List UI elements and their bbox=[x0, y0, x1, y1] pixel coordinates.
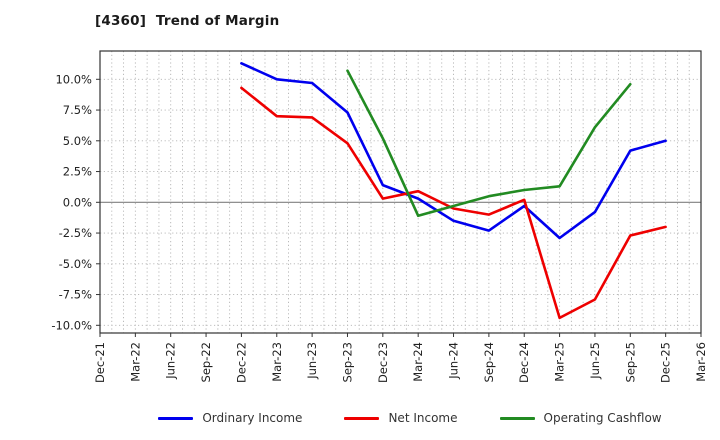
y-tick-label: -10.0% bbox=[51, 318, 92, 332]
legend-swatch-net-income bbox=[344, 416, 380, 420]
x-tick-label: Mar-22 bbox=[128, 342, 142, 382]
legend-swatch-ordinary-income bbox=[158, 416, 194, 420]
x-tick-label: Mar-26 bbox=[694, 342, 708, 382]
y-tick-label: -7.5% bbox=[59, 288, 92, 302]
legend: Ordinary Income Net Income Operating Cas… bbox=[110, 403, 710, 433]
x-tick-label: Sep-23 bbox=[340, 342, 354, 382]
x-tick-label: Sep-25 bbox=[623, 342, 637, 382]
series-line-net-income bbox=[240, 86, 667, 320]
legend-label-net-income: Net Income bbox=[388, 411, 458, 425]
y-tick-label: 2.5% bbox=[63, 165, 92, 179]
legend-label-operating-cashflow: Operating Cashflow bbox=[543, 411, 662, 425]
x-tick-label: Dec-21 bbox=[93, 342, 107, 383]
y-tick-label: 0.0% bbox=[63, 195, 92, 209]
legend-label-ordinary-income: Ordinary Income bbox=[202, 411, 303, 425]
x-tick-label: Mar-24 bbox=[411, 342, 425, 382]
x-tick-label: Dec-22 bbox=[234, 342, 248, 383]
x-tick-label: Dec-24 bbox=[517, 342, 531, 383]
y-tick-label: -2.5% bbox=[59, 226, 92, 240]
plot-border bbox=[99, 50, 702, 334]
legend-item-ordinary-income: Ordinary Income bbox=[158, 411, 302, 425]
x-tick-label: Jun-23 bbox=[305, 342, 319, 380]
x-tick-label: Dec-23 bbox=[376, 342, 390, 383]
y-tick-label: 10.0% bbox=[55, 72, 92, 86]
x-tick-label: Jun-22 bbox=[164, 342, 178, 380]
y-tick-label: 7.5% bbox=[63, 103, 92, 117]
margin-trend-chart: 10.0% 7.5% 5.0% 2.5% 0.0% -2.5% -5.0% -7.5% -10.… bbox=[51, 50, 708, 383]
x-tick-label: Jun-25 bbox=[588, 342, 602, 380]
x-tick-label: Mar-25 bbox=[553, 342, 567, 382]
y-tick-label: 5.0% bbox=[63, 134, 92, 148]
series-line-operating-cashflow bbox=[346, 69, 632, 218]
x-tick-label: Mar-23 bbox=[270, 342, 284, 382]
legend-item-net-income: Net Income bbox=[344, 411, 458, 425]
series-line-ordinary-income bbox=[240, 61, 667, 240]
legend-swatch-operating-cashflow bbox=[499, 416, 535, 420]
chart-title: [4360] Trend of Margin bbox=[95, 13, 280, 29]
x-tick-label: Dec-25 bbox=[659, 342, 673, 383]
x-tick-label: Sep-22 bbox=[199, 342, 213, 382]
x-tick-label: Sep-24 bbox=[482, 342, 496, 382]
x-tick-label: Jun-24 bbox=[447, 342, 461, 380]
legend-item-operating-cashflow: Operating Cashflow bbox=[499, 411, 662, 425]
y-tick-label: -5.0% bbox=[59, 257, 92, 271]
